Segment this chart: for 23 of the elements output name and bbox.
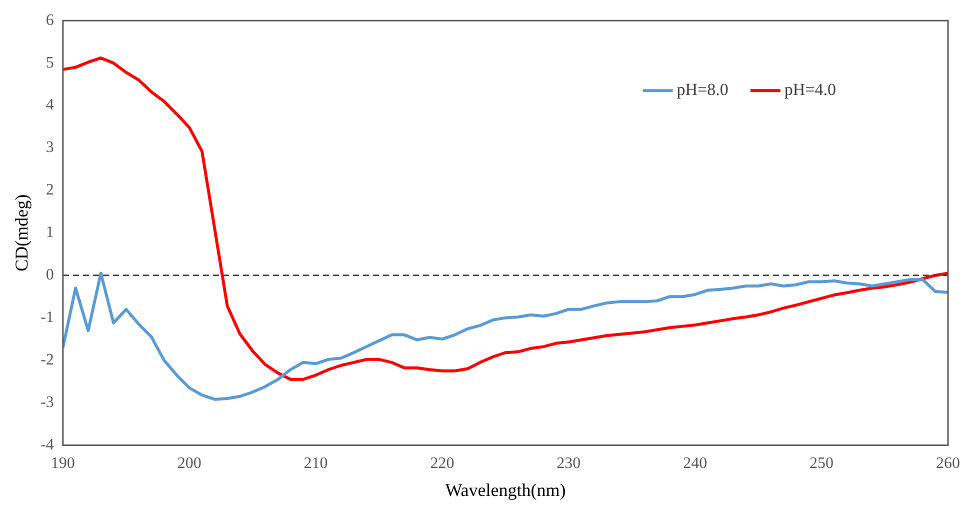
y-tick-label: 0 — [46, 266, 54, 284]
y-tick-label: 1 — [46, 224, 54, 242]
x-tick-label: 190 — [50, 455, 75, 472]
y-tick-label: 6 — [46, 12, 54, 29]
y-tick-label: 5 — [46, 54, 54, 72]
legend-label: pH=8.0 — [676, 80, 728, 100]
y-tick-label: -1 — [40, 309, 54, 326]
x-axis-title: Wavelength(nm) — [445, 480, 566, 500]
y-tick-label: -4 — [40, 436, 54, 454]
x-tick-label: 210 — [304, 455, 328, 472]
x-tick-label: 250 — [810, 455, 834, 472]
x-tick-label: 240 — [683, 455, 708, 472]
y-tick-label: -3 — [40, 394, 54, 411]
x-tick-label: 260 — [936, 455, 960, 472]
y-tick-label: 2 — [46, 182, 54, 199]
x-tick-label: 230 — [556, 455, 581, 472]
x-tick-label: 200 — [177, 455, 202, 472]
y-tick-label: 3 — [46, 139, 54, 156]
legend-label: pH=4.0 — [784, 80, 836, 100]
y-axis-title: CD(mdeg) — [12, 194, 32, 272]
y-tick-label: 4 — [46, 96, 54, 114]
y-tick-label: -2 — [40, 351, 54, 368]
x-tick-label: 220 — [430, 455, 454, 472]
